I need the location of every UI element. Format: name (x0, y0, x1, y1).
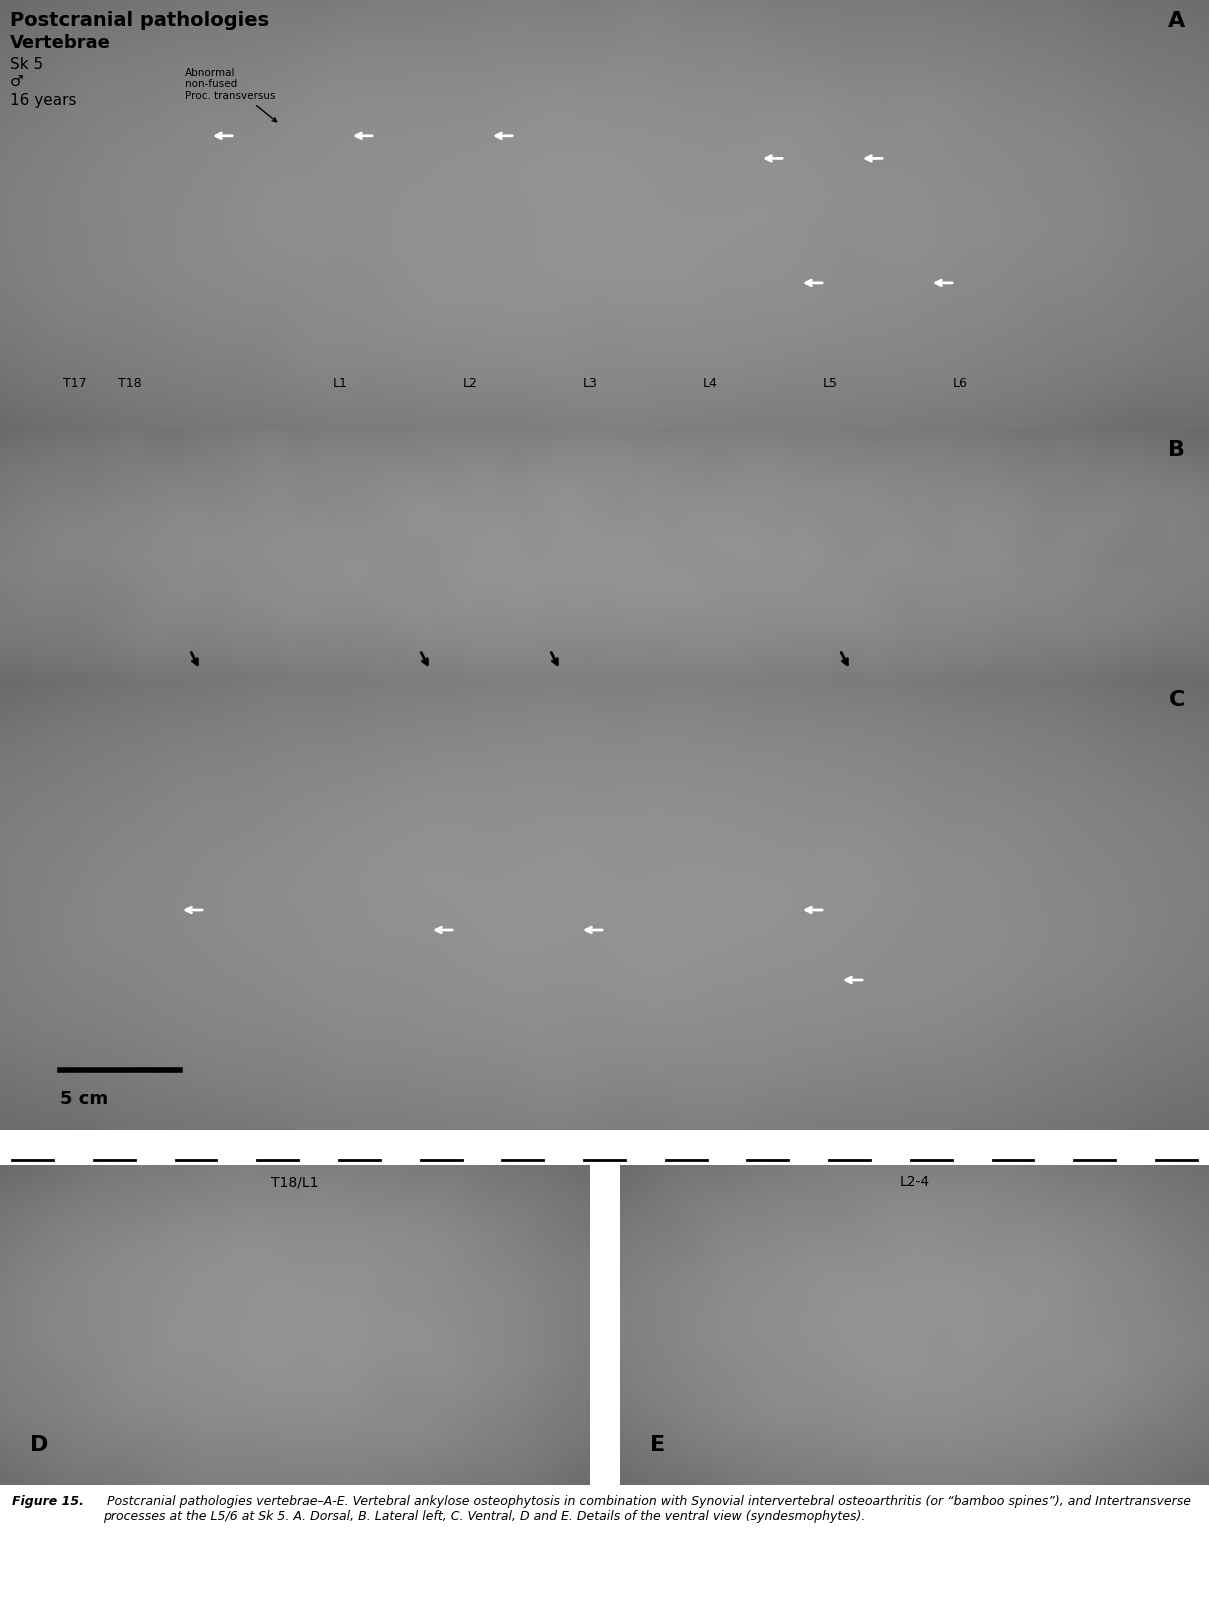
Text: C: C (1169, 691, 1185, 710)
Text: T17: T17 (63, 377, 87, 390)
Text: L5: L5 (822, 377, 838, 390)
Text: T18/L1: T18/L1 (271, 1175, 319, 1190)
Text: L4: L4 (702, 377, 717, 390)
Text: Postcranial pathologies: Postcranial pathologies (10, 11, 270, 30)
Text: Sk 5: Sk 5 (10, 56, 44, 72)
Text: Figure 15.: Figure 15. (12, 1495, 83, 1508)
Text: L6: L6 (953, 377, 967, 390)
Text: ♂: ♂ (10, 74, 24, 88)
Text: A: A (1168, 11, 1185, 32)
Text: L2-4: L2-4 (899, 1175, 930, 1190)
Text: L3: L3 (583, 377, 597, 390)
Text: B: B (1168, 440, 1185, 461)
Text: Vertebrae: Vertebrae (10, 34, 111, 51)
Text: T18: T18 (118, 377, 141, 390)
Text: Postcranial pathologies vertebrae–A-E. Vertebral ankylose osteophytosis in combi: Postcranial pathologies vertebrae–A-E. V… (103, 1495, 1191, 1524)
Text: L1: L1 (332, 377, 347, 390)
Text: 16 years: 16 years (10, 93, 76, 107)
Text: E: E (650, 1434, 665, 1455)
Text: L2: L2 (463, 377, 478, 390)
Text: Abnormal
non-fused
Proc. transversus: Abnormal non-fused Proc. transversus (185, 67, 277, 122)
Text: D: D (30, 1434, 48, 1455)
Text: 5 cm: 5 cm (60, 1091, 108, 1108)
